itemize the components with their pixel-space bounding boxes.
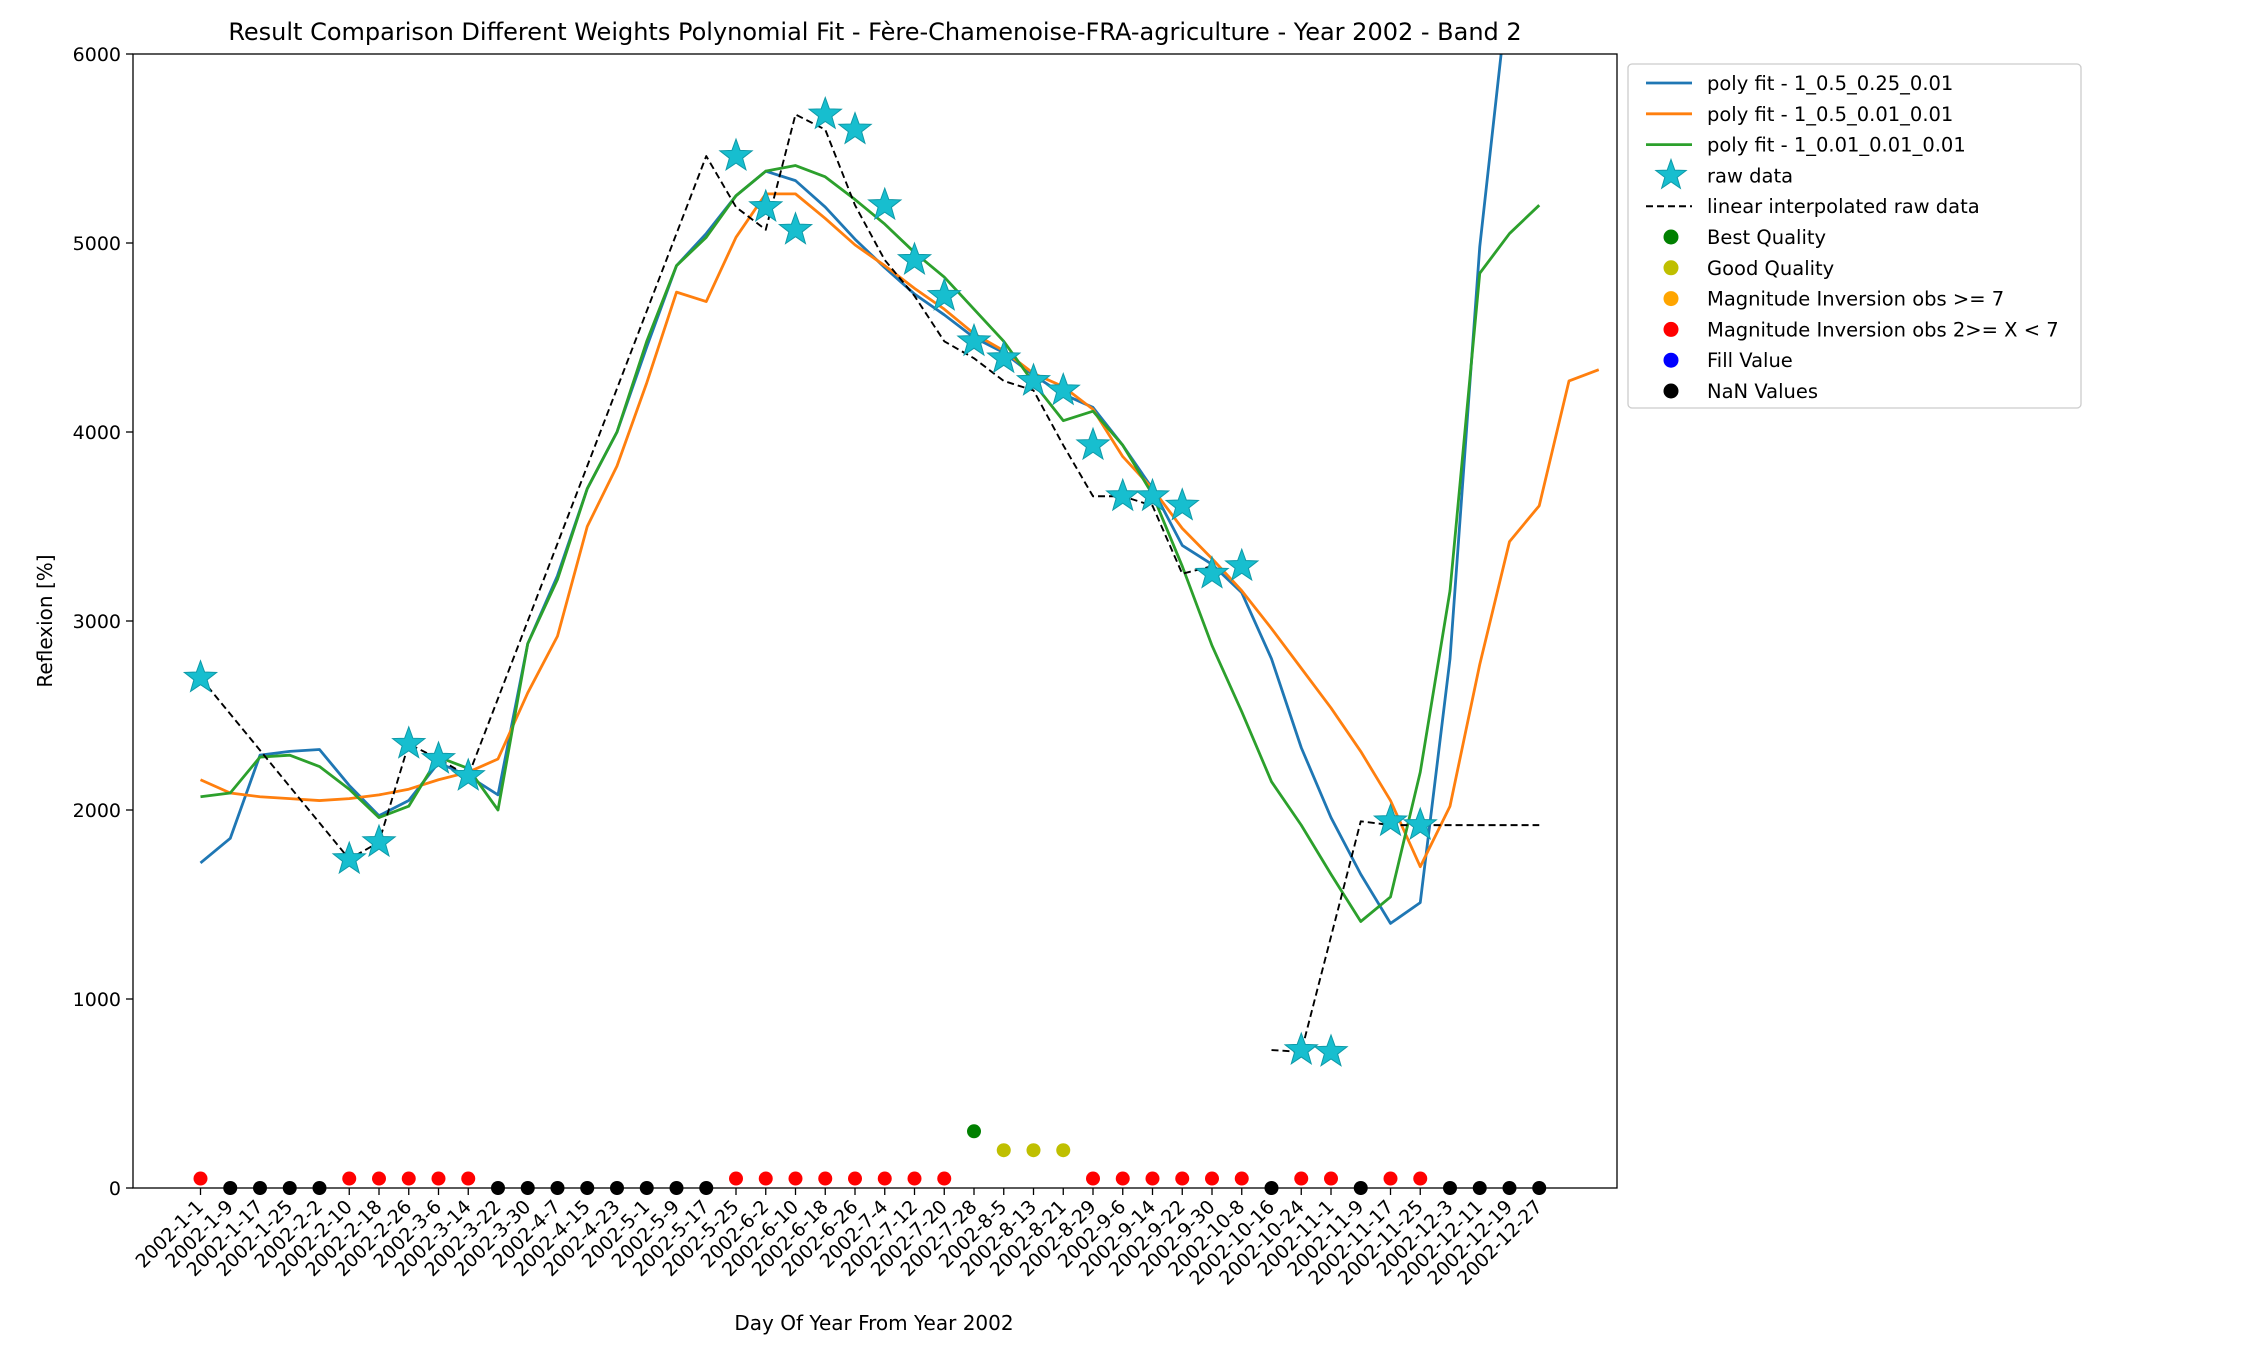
y-tick-label: 3000 — [73, 611, 121, 633]
quality-flag-point — [937, 1171, 952, 1186]
legend-label: poly fit - 1_0.5_0.01_0.01 — [1707, 103, 1953, 126]
y-axis-title: Reflexion [%] — [33, 554, 57, 687]
raw-data-stars-layer — [182, 96, 1438, 1067]
y-tick-label: 1000 — [73, 989, 121, 1011]
raw-data-star — [867, 186, 903, 221]
quality-flag-point — [818, 1171, 833, 1186]
x-axis-title: Day Of Year From Year 2002 — [734, 1311, 1013, 1335]
raw-data-star — [956, 322, 992, 357]
quality-flag-point — [848, 1171, 862, 1186]
quality-flag-point — [401, 1171, 416, 1186]
raw-data-star — [1283, 1031, 1319, 1065]
raw-data-star — [807, 96, 843, 130]
legend-label: Good Quality — [1707, 257, 1834, 280]
quality-flag-point — [461, 1171, 476, 1186]
y-tick-label: 5000 — [73, 233, 121, 255]
quality-flag-point — [907, 1171, 922, 1186]
poly-fit-line — [199, 54, 1503, 925]
raw-data-star — [1194, 555, 1230, 589]
quality-flag-point — [877, 1171, 892, 1186]
raw-data-star — [777, 211, 814, 245]
quality-flag-point — [788, 1171, 803, 1186]
plot-frame — [132, 53, 1618, 1189]
raw-data-star — [986, 339, 1022, 374]
quality-flag-point — [758, 1171, 773, 1186]
chart-title: Result Comparison Different Weights Poly… — [228, 18, 1521, 46]
quality-flag-point — [372, 1171, 386, 1186]
legend-label: NaN Values — [1707, 380, 1818, 403]
quality-flag-point — [967, 1124, 981, 1139]
series-lines-layer — [199, 54, 1600, 1053]
quality-flag-point — [342, 1171, 357, 1186]
y-tick-label: 0 — [109, 1178, 121, 1200]
quality-flag-point — [1324, 1171, 1338, 1186]
legend-label: poly fit - 1_0.01_0.01_0.01 — [1707, 134, 1966, 157]
raw-data-star — [331, 840, 367, 875]
quality-flag-point — [1175, 1171, 1190, 1186]
poly-fit-line — [199, 192, 1600, 869]
quality-flag-point — [1205, 1171, 1219, 1186]
quality-flag-point — [1294, 1171, 1309, 1186]
raw-data-star — [361, 823, 397, 858]
quality-flag-point — [1234, 1171, 1249, 1186]
y-tick-label: 4000 — [73, 422, 121, 444]
legend-swatch-dot — [1663, 321, 1679, 337]
legend-label: poly fit - 1_0.5_0.25_0.01 — [1707, 72, 1953, 95]
raw-data-star — [1372, 802, 1409, 837]
raw-data-star — [1134, 477, 1171, 512]
legend-swatch-star — [1654, 157, 1688, 190]
raw-data-star — [182, 659, 219, 693]
plot-area — [132, 53, 1618, 1195]
quality-flag-point — [431, 1171, 446, 1186]
legend-swatch-dot — [1663, 260, 1679, 276]
quality-flag-point — [1026, 1143, 1041, 1158]
quality-flag-point — [1383, 1171, 1398, 1186]
raw-data-star — [718, 137, 754, 171]
x-axis: 2002-1-12002-1-92002-1-172002-1-252002-2… — [131, 1188, 1547, 1290]
raw-data-star — [926, 277, 962, 311]
quality-flag-point — [1086, 1171, 1100, 1186]
raw-data-star — [1075, 426, 1111, 461]
poly-fit-line — [200, 164, 1541, 923]
legend-label: Best Quality — [1707, 226, 1826, 249]
raw-data-star — [837, 111, 873, 145]
legend-swatch-dot — [1663, 291, 1679, 307]
raw-data-star — [450, 757, 486, 791]
raw-data-star — [420, 740, 457, 774]
raw-data-star — [1105, 477, 1141, 512]
raw-data-star — [1164, 487, 1200, 521]
interpolated-raw-line — [1271, 820, 1540, 1053]
raw-data-star — [748, 188, 784, 223]
raw-data-star — [1224, 547, 1260, 582]
y-axis: 0 1000 2000 3000 4000 5000 6000 — [73, 44, 133, 1200]
legend-label: linear interpolated raw data — [1707, 195, 1980, 218]
quality-flag-point — [193, 1171, 208, 1186]
y-tick-label: 2000 — [73, 800, 121, 822]
raw-data-star — [1402, 806, 1438, 841]
quality-flag-layer — [193, 1124, 1547, 1195]
legend-frame — [1627, 63, 2082, 409]
legend-label: Magnitude Inversion obs 2>= X < 7 — [1707, 318, 2059, 341]
legend-swatch-dot — [1663, 383, 1679, 399]
legend-swatch-dot — [1663, 229, 1679, 245]
quality-flag-point — [1145, 1171, 1160, 1186]
legend-label: Magnitude Inversion obs >= 7 — [1707, 288, 2004, 311]
raw-data-star — [1313, 1033, 1349, 1067]
y-tick-label: 6000 — [73, 44, 121, 66]
quality-flag-point — [996, 1143, 1011, 1158]
quality-flag-point — [729, 1171, 743, 1186]
raw-data-star — [1045, 371, 1081, 406]
legend-swatch-dot — [1663, 352, 1679, 368]
interpolated-raw-line — [199, 113, 1213, 861]
raw-data-star — [1015, 362, 1052, 396]
legend-label: raw data — [1707, 164, 1793, 187]
raw-data-star — [896, 241, 933, 275]
quality-flag-point — [1056, 1143, 1071, 1158]
quality-flag-point — [1115, 1171, 1130, 1186]
legend-label: Fill Value — [1707, 349, 1793, 372]
quality-flag-point — [1413, 1171, 1428, 1186]
raw-data-star — [391, 725, 427, 759]
